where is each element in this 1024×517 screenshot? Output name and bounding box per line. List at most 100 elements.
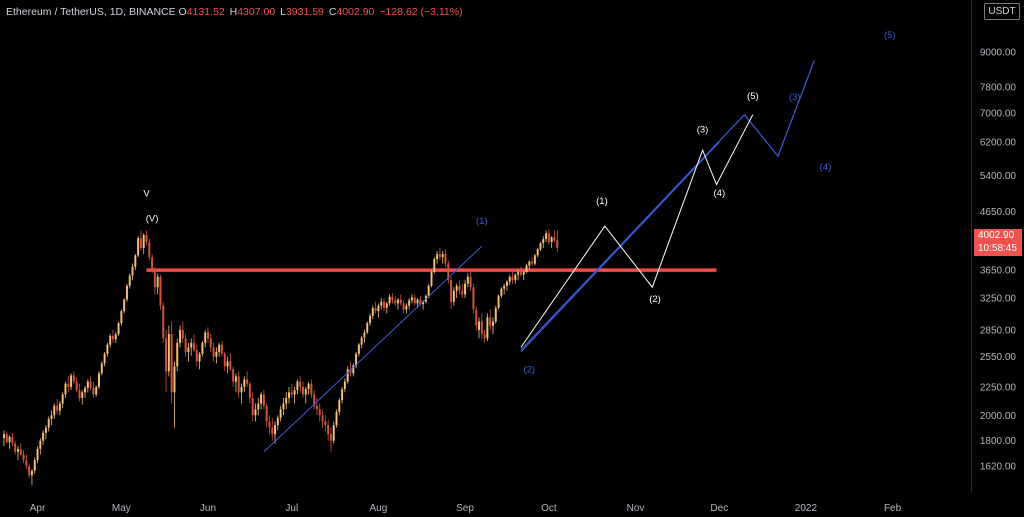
candle-body <box>346 369 349 382</box>
candle-body <box>103 353 106 364</box>
candle-body <box>123 299 126 312</box>
candle-body <box>444 254 447 264</box>
candle-body <box>218 344 221 352</box>
candle-body <box>271 427 274 435</box>
candle-body <box>391 296 394 301</box>
candle-body <box>173 366 176 393</box>
candle-body <box>438 254 441 258</box>
candle-body <box>363 332 366 338</box>
elliott-wave-white <box>520 114 754 348</box>
candle-body <box>329 434 332 441</box>
candle-body <box>394 300 397 304</box>
candle-body <box>14 443 17 452</box>
candle-body <box>240 386 243 393</box>
candle-body <box>550 237 553 243</box>
wave-label: (2) <box>649 294 661 305</box>
candle-body <box>64 383 67 395</box>
candle-body <box>159 276 162 306</box>
candle-body <box>302 386 304 395</box>
candle-body <box>179 329 182 343</box>
price-axis[interactable]: 9000.00 7800.00 7000.00 6200.00 5400.00 4650.… <box>980 48 1017 473</box>
last-price-value: 4002.90 <box>978 230 1015 241</box>
time-tick-label: Dec <box>710 503 728 514</box>
close-label: C <box>328 6 337 18</box>
channel-line <box>520 141 720 353</box>
candle-body <box>542 239 545 244</box>
candle-body <box>42 432 45 441</box>
wave-label: (V) <box>146 214 159 225</box>
candle-body <box>11 436 14 444</box>
candle-body <box>405 305 408 310</box>
candle-body <box>539 243 542 250</box>
candle-body <box>380 301 383 306</box>
candle-body <box>447 263 450 281</box>
time-axis[interactable]: Apr May Jun Jul Aug Sep Oct Nov Dec 2022 Feb <box>30 503 902 514</box>
price-tick-label: 1620.00 <box>980 462 1017 473</box>
candle-body <box>399 299 402 304</box>
candle-body <box>315 405 318 410</box>
candle-body <box>153 270 156 288</box>
candle-body <box>528 261 531 266</box>
candle-body <box>556 240 559 248</box>
candle-body <box>95 386 98 395</box>
candle-body <box>100 363 103 374</box>
symbol-legend: Ethereum / TetherUS, 1D, BINANCE O4131.5… <box>6 6 465 18</box>
candle-body <box>282 403 285 410</box>
price-axis-separator <box>971 0 972 492</box>
candle-body <box>517 272 520 275</box>
candle-body <box>262 394 265 406</box>
candle-body <box>296 381 299 391</box>
candle-body <box>72 375 75 382</box>
candle-body <box>480 321 483 335</box>
candle-body <box>3 434 5 439</box>
price-tick-label: 2000.00 <box>980 411 1017 422</box>
candle-body <box>441 254 444 258</box>
candle-body <box>33 460 36 471</box>
candle-body <box>125 285 128 300</box>
candle-body <box>184 338 187 352</box>
candle-body <box>128 275 131 286</box>
candle-body <box>151 257 154 271</box>
wave-lines-layer <box>263 60 815 453</box>
price-tick-label: 9000.00 <box>980 48 1017 59</box>
candle-body <box>84 387 87 393</box>
candle-body <box>212 347 215 357</box>
candle-body <box>223 353 226 367</box>
high-label: H <box>229 6 238 18</box>
channel-line <box>263 245 483 453</box>
candle-body <box>385 303 388 308</box>
wave-label: (4) <box>820 162 832 173</box>
currency-button[interactable]: USDT <box>984 3 1020 20</box>
candle-body <box>156 276 159 288</box>
candle-body <box>195 350 198 362</box>
candle-body <box>371 307 374 316</box>
candle-body <box>75 381 78 391</box>
candle-body <box>206 332 209 339</box>
candle-body <box>251 397 254 416</box>
candle-body <box>304 389 307 395</box>
candle-body <box>274 425 277 435</box>
candle-body <box>187 347 190 352</box>
candle-body <box>16 448 19 452</box>
candle-body <box>176 342 179 367</box>
candle-body <box>285 397 288 404</box>
candle-body <box>374 307 377 312</box>
candle-body <box>410 297 413 301</box>
candle-body <box>290 392 293 395</box>
candle-body <box>536 249 539 256</box>
candle-body <box>22 454 25 461</box>
candle-body <box>181 329 184 339</box>
candle-body <box>397 299 399 304</box>
wave-label: (4) <box>714 188 726 199</box>
symbol-title[interactable]: Ethereum / TetherUS, 1D, BINANCE <box>6 6 176 18</box>
candle-body <box>388 296 391 304</box>
candle-body <box>36 448 39 461</box>
candle-body <box>162 305 165 339</box>
candle-body <box>464 283 467 295</box>
time-tick-label: May <box>112 503 131 514</box>
candle-body <box>450 280 453 302</box>
price-tick-label: 4650.00 <box>980 207 1017 218</box>
open-label: O <box>178 6 187 18</box>
candle-body <box>408 300 411 306</box>
